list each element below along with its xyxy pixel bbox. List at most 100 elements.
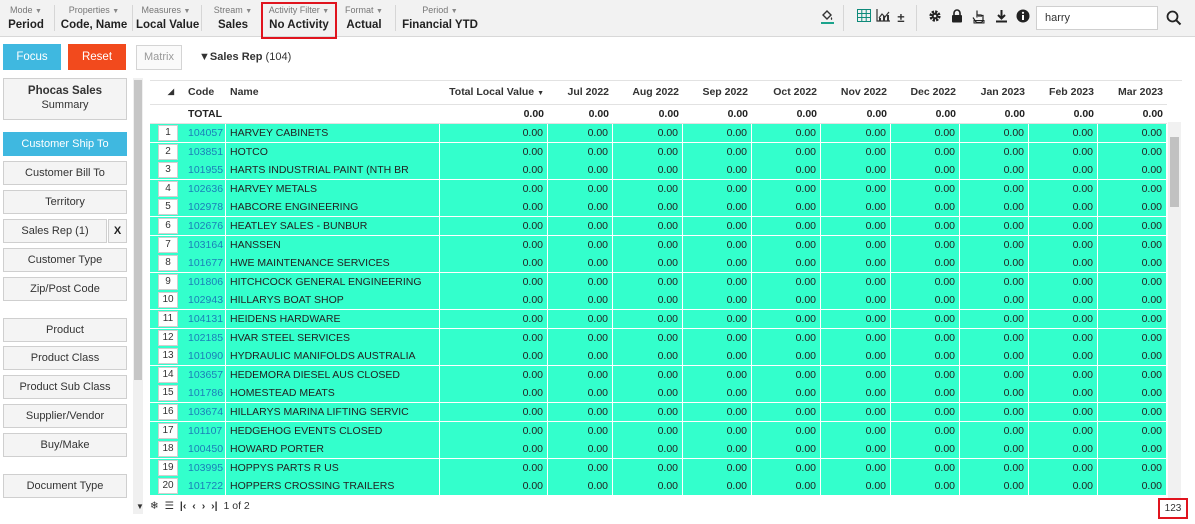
table-row[interactable]: 7 103164 HANSSEN 0.00 0.00 0.00 0.00 0.00 0.00 0.… [150, 235, 1167, 254]
download-icon[interactable] [993, 9, 1009, 26]
table-row[interactable]: 4 102636 HARVEY METALS 0.00 0.00 0.00 0.00 0.00… [150, 179, 1167, 198]
paint-bucket-icon[interactable] [819, 9, 835, 26]
search-button[interactable] [1162, 6, 1186, 30]
dimension-territory[interactable]: Territory [3, 190, 127, 214]
code-link[interactable]: 101722 [184, 477, 226, 496]
code-link[interactable]: 103995 [184, 458, 226, 477]
table-row[interactable]: 16 103674 HILLARYS MARINA LIFTING SERVIC 0.… [150, 403, 1167, 421]
stream-selector[interactable]: Stream ▼ Sales [210, 0, 256, 37]
table-row[interactable]: 1 104057 HARVEY CABINETS 0.00 0.00 0.00 0.00 0.… [150, 124, 1167, 142]
last-page-icon[interactable]: ›| [211, 500, 218, 512]
code-link[interactable]: 102185 [184, 328, 226, 347]
chart-icon[interactable] [875, 9, 891, 26]
caret-down-icon[interactable]: ▼ [136, 502, 144, 511]
table-row[interactable]: 8 101677 HWE MAINTENANCE SERVICES 0.00 0.00 0… [150, 254, 1167, 273]
remove-sales-rep-filter-button[interactable]: X [108, 219, 127, 243]
dimension-buy-make[interactable]: Buy/Make [3, 433, 127, 457]
column-header-oct-2022[interactable]: Oct 2022 [773, 86, 817, 98]
column-header-name[interactable]: Name [230, 86, 259, 98]
code-link[interactable]: 103657 [184, 365, 226, 384]
format-selector[interactable]: Format ▼ Actual [342, 0, 386, 37]
code-link[interactable]: 104057 [184, 124, 226, 142]
table-row[interactable]: 3 101955 HARTS INDUSTRIAL PAINT (NTH BR 0.0… [150, 161, 1167, 180]
code-link[interactable]: 104131 [184, 310, 226, 328]
lock-icon[interactable] [949, 9, 965, 26]
dimension-customer-ship-to[interactable]: Customer Ship To [3, 132, 127, 156]
scrollbar-thumb[interactable] [1170, 137, 1179, 207]
previous-page-icon[interactable]: ‹ [192, 500, 196, 512]
search-input[interactable] [1036, 6, 1158, 30]
code-link[interactable]: 102636 [184, 179, 226, 198]
column-header-aug-2022[interactable]: Aug 2022 [632, 86, 679, 98]
left-panel-scrollbar[interactable] [133, 78, 143, 514]
table-row[interactable]: 19 103995 HOPPYS PARTS R US 0.00 0.00 0.00 0.0… [150, 458, 1167, 477]
sort-toggle-icon[interactable]: ◢ [167, 87, 175, 96]
table-row[interactable]: 17 101107 HEDGEHOG EVENTS CLOSED 0.00 0.00 0.… [150, 421, 1167, 440]
code-link[interactable]: 103674 [184, 403, 226, 421]
table-row[interactable]: 13 101090 HYDRAULIC MANIFOLDS AUSTRALIA 0.0… [150, 347, 1167, 366]
table-row[interactable]: 20 101722 HOPPERS CROSSING TRAILERS 0.00 0.0… [150, 477, 1167, 496]
column-header-jan-2023[interactable]: Jan 2023 [980, 86, 1025, 98]
tab-matrix[interactable]: Matrix [136, 45, 182, 70]
table-row[interactable]: 5 102978 HABCORE ENGINEERING 0.00 0.00 0.00 0.… [150, 198, 1167, 217]
dimension-zip-post-code[interactable]: Zip/Post Code [3, 277, 127, 301]
column-header-feb-2023[interactable]: Feb 2023 [1049, 86, 1094, 98]
column-header-total-local-value[interactable]: Total Local Value ▼ [440, 81, 548, 104]
dimension-sales-rep[interactable]: Sales Rep (1) [3, 219, 107, 243]
column-header-jul-2022[interactable]: Jul 2022 [567, 86, 609, 98]
table-row[interactable]: 11 104131 HEIDENS HARDWARE 0.00 0.00 0.00 0.00… [150, 310, 1167, 328]
dimension-product[interactable]: Product [3, 318, 127, 342]
code-link[interactable]: 101806 [184, 272, 226, 291]
summary-card[interactable]: Phocas Sales Summary [3, 78, 127, 120]
dimension-customer-type[interactable]: Customer Type [3, 248, 127, 272]
grid-scrollbar[interactable] [1168, 122, 1181, 498]
gear-icon[interactable] [927, 9, 943, 26]
column-header-mar-2023[interactable]: Mar 2023 [1118, 86, 1163, 98]
mode-selector[interactable]: Mode ▼ Period [6, 0, 46, 37]
column-header-code[interactable]: Code [188, 86, 215, 98]
next-page-icon[interactable]: › [201, 500, 206, 512]
table-row[interactable]: 6 102676 HEATLEY SALES - BUNBUR 0.00 0.00 0.0… [150, 217, 1167, 235]
period-selector[interactable]: Period ▼ Financial YTD [402, 0, 478, 37]
table-icon[interactable] [856, 9, 872, 26]
dimension-supplier-vendor[interactable]: Supplier/Vendor [3, 404, 127, 428]
table-row[interactable]: 18 100450 HOWARD PORTER 0.00 0.00 0.00 0.00 0.0… [150, 440, 1167, 459]
code-link[interactable]: 101090 [184, 347, 226, 366]
table-row[interactable]: 14 103657 HEDEMORA DIESEL AUS CLOSED 0.00 0.… [150, 365, 1167, 384]
table-row[interactable]: 15 101786 HOMESTEAD MEATS 0.00 0.00 0.00 0.00 0… [150, 384, 1167, 403]
activity-filter-selector[interactable]: Activity Filter ▼ No Activity [264, 0, 334, 37]
info-icon[interactable] [1015, 9, 1031, 26]
code-link[interactable]: 101786 [184, 384, 226, 403]
code-link[interactable]: 101955 [184, 161, 226, 180]
column-header-nov-2022[interactable]: Nov 2022 [840, 86, 887, 98]
plus-minus-icon[interactable]: ± [897, 10, 905, 25]
freeze-icon[interactable]: ❄ [149, 500, 159, 512]
hand-pointer-icon[interactable] [971, 9, 987, 26]
column-header-dec-2022[interactable]: Dec 2022 [910, 86, 956, 98]
measures-selector[interactable]: Measures ▼ Local Value [136, 0, 199, 37]
code-link[interactable]: 102676 [184, 217, 226, 235]
dimension-customer-bill-to[interactable]: Customer Bill To [3, 161, 127, 185]
table-row[interactable]: 10 102943 HILLARYS BOAT SHOP 0.00 0.00 0.00 0.… [150, 291, 1167, 310]
code-link[interactable]: 103164 [184, 235, 226, 254]
column-header-sep-2022[interactable]: Sep 2022 [702, 86, 748, 98]
table-row[interactable]: 12 102185 HVAR STEEL SERVICES 0.00 0.00 0.00 0… [150, 328, 1167, 347]
reset-button[interactable]: Reset [68, 44, 126, 70]
code-link[interactable]: 101107 [184, 421, 226, 440]
properties-selector[interactable]: Properties ▼ Code, Name [60, 0, 128, 37]
code-link[interactable]: 103851 [184, 142, 226, 161]
tab-sales-rep[interactable]: ▼Sales Rep (104) [199, 51, 291, 63]
first-page-icon[interactable]: |‹ [179, 500, 187, 512]
code-link[interactable]: 101677 [184, 254, 226, 273]
dimension-document-type[interactable]: Document Type [3, 474, 127, 498]
dimension-product-class[interactable]: Product Class [3, 346, 127, 370]
code-link[interactable]: 102943 [184, 291, 226, 310]
scrollbar-thumb[interactable] [134, 80, 142, 380]
code-link[interactable]: 100450 [184, 440, 226, 459]
layers-icon[interactable]: ☰ [164, 500, 174, 512]
table-row[interactable]: 9 101806 HITCHCOCK GENERAL ENGINEERING 0.00… [150, 272, 1167, 291]
focus-button[interactable]: Focus [3, 44, 61, 70]
table-row[interactable]: 2 103851 HOTCO 0.00 0.00 0.00 0.00 0.00 0.00 0.00… [150, 142, 1167, 161]
code-link[interactable]: 102978 [184, 198, 226, 217]
dimension-product-sub-class[interactable]: Product Sub Class [3, 375, 127, 399]
